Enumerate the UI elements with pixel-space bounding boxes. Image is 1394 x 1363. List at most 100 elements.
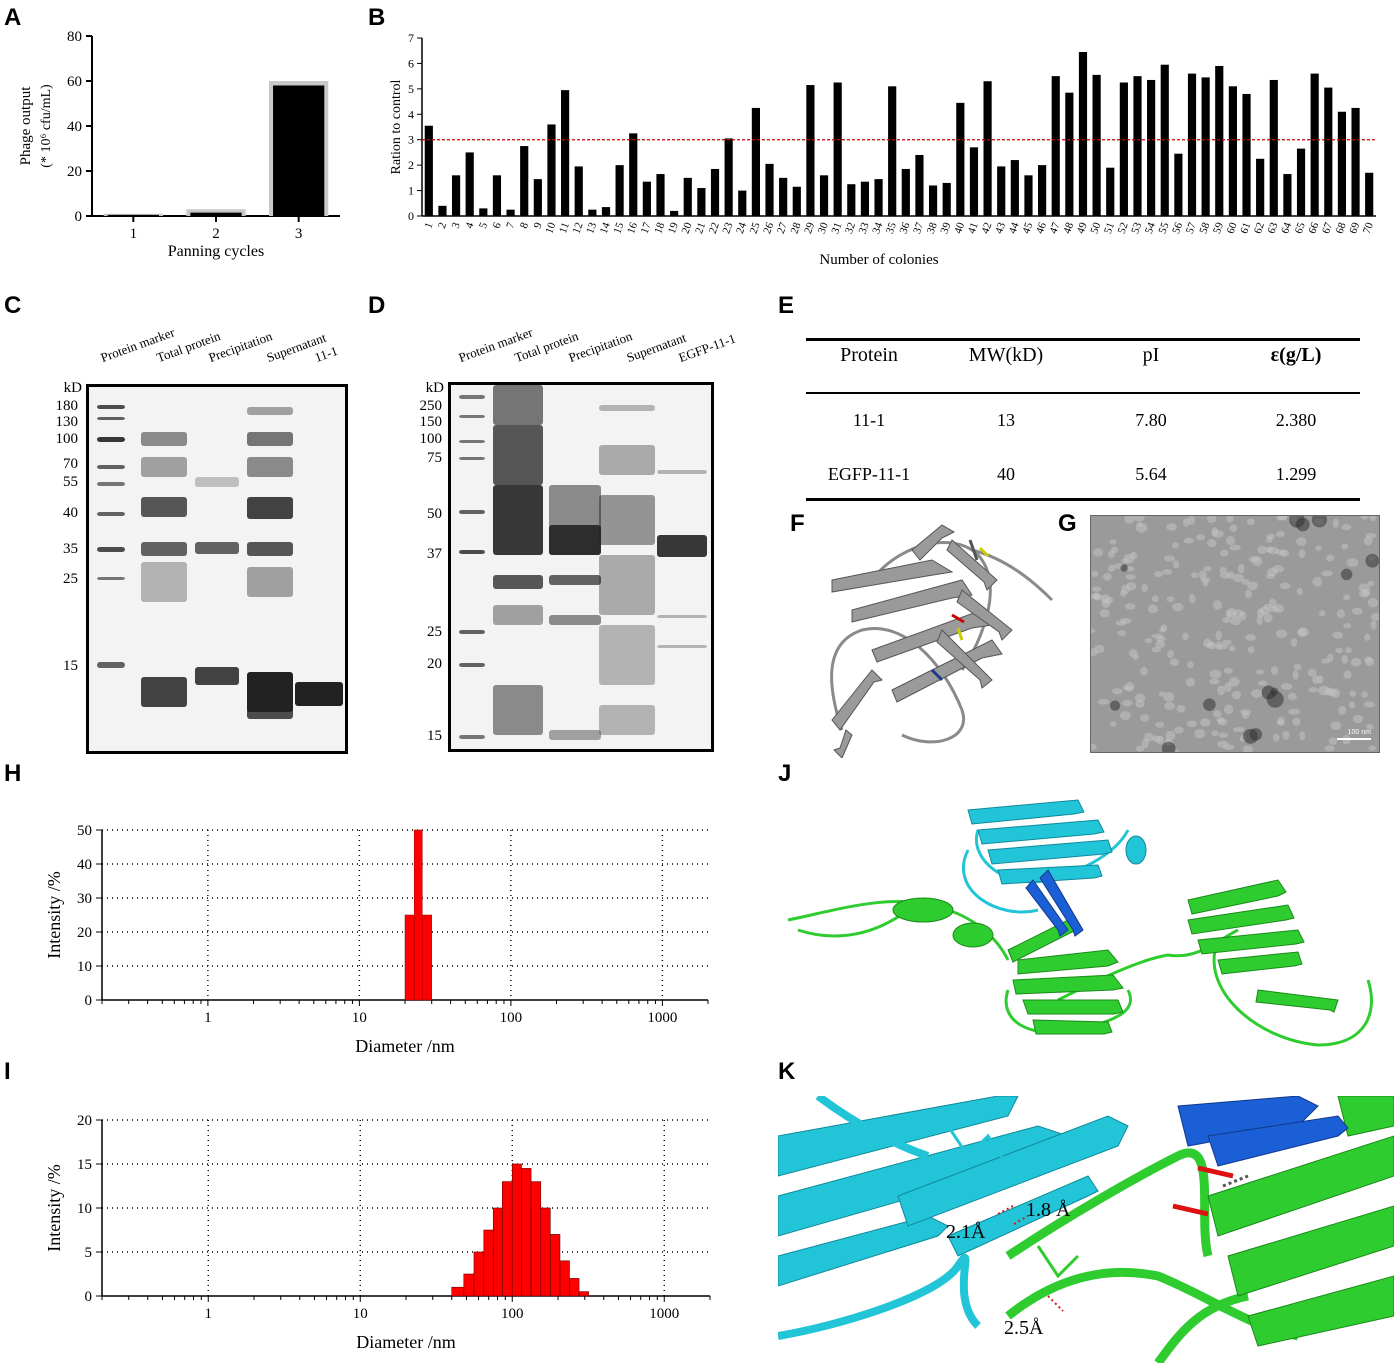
bar <box>710 168 720 216</box>
gel-band <box>97 437 125 442</box>
em-particle <box>1364 633 1371 641</box>
em-particle <box>1223 704 1234 715</box>
em-particle <box>1126 581 1137 591</box>
bar <box>1160 64 1169 216</box>
x-tick-label: 20 <box>680 220 695 235</box>
x-tick-label: 7 <box>504 220 517 230</box>
em-particle <box>1176 705 1186 713</box>
em-dark-spot <box>1120 564 1128 572</box>
y-tick-label: 20 <box>67 164 82 180</box>
x-tick-label: 3 <box>450 220 463 230</box>
bar <box>860 181 870 216</box>
y-tick-label: 10 <box>77 1201 92 1217</box>
bar <box>273 85 325 216</box>
em-particle <box>1091 586 1102 592</box>
bar <box>642 181 651 216</box>
gel-band <box>141 562 187 602</box>
table-cell: 7.80 <box>1135 410 1167 430</box>
x-tick-label: 67 <box>1320 220 1335 235</box>
bar <box>833 82 842 216</box>
em-particle <box>1267 606 1280 613</box>
em-particle <box>1292 670 1299 680</box>
em-particle <box>1132 654 1140 660</box>
bar <box>724 138 733 216</box>
y-tick-label: 2 <box>408 158 414 172</box>
y-tick-label: 20 <box>77 1113 92 1129</box>
bar <box>540 1207 551 1297</box>
em-dark-spot <box>1203 698 1216 711</box>
em-particle <box>1151 646 1162 653</box>
gel-band <box>599 555 655 615</box>
em-particle <box>1229 544 1241 551</box>
x-tick-label: 6 <box>491 220 504 230</box>
x-tick-label: 2 <box>212 226 220 242</box>
bar <box>1201 77 1210 217</box>
em-particle <box>1124 681 1135 692</box>
em-particle <box>1351 607 1363 615</box>
bar <box>888 86 897 216</box>
em-particle <box>1174 726 1184 734</box>
gel-c-marker-label: 40 <box>63 505 78 521</box>
em-particle <box>1229 524 1238 533</box>
em-particle <box>1200 718 1211 727</box>
em-particle <box>1232 573 1245 583</box>
em-particle <box>1147 604 1159 614</box>
gel-band <box>549 615 601 625</box>
x-tick-label: 19 <box>666 220 681 235</box>
em-particle <box>1203 638 1212 648</box>
bar <box>463 1273 475 1297</box>
gel-c-marker-label: 70 <box>63 456 78 472</box>
em-particle <box>1140 714 1150 722</box>
em-particle <box>1330 721 1342 731</box>
x-tick-label: 38 <box>925 220 940 235</box>
em-particle <box>1141 583 1148 592</box>
table-cell: 2.380 <box>1275 410 1317 430</box>
bar <box>451 175 461 216</box>
bar <box>561 90 570 216</box>
em-particle <box>1338 705 1347 715</box>
table-cell: 5.64 <box>1135 464 1167 484</box>
gel-band <box>657 615 707 618</box>
x-tick-label: 68 <box>1334 220 1349 235</box>
bar <box>656 174 665 216</box>
x-tick-label: 48 <box>1061 220 1076 235</box>
y-tick-label: 7 <box>408 31 414 45</box>
em-particle <box>1203 566 1212 572</box>
em-particle <box>1348 701 1356 709</box>
em-particle <box>1194 728 1206 739</box>
em-particle <box>1245 634 1256 642</box>
bar <box>422 914 432 1001</box>
gel-band <box>459 663 485 667</box>
em-particle <box>1166 596 1175 603</box>
panel-label-f: F <box>790 510 805 537</box>
y-tick-label: 4 <box>408 107 414 121</box>
bar <box>451 1286 465 1297</box>
x-tick-label: 9 <box>532 220 545 230</box>
table-header-pi: pI <box>1142 344 1160 366</box>
bar <box>915 154 924 216</box>
gel-band <box>459 630 485 634</box>
table-cell: 40 <box>997 464 1015 484</box>
em-particle <box>1275 629 1288 638</box>
bar <box>874 179 883 216</box>
em-particle <box>1368 745 1377 751</box>
em-particle <box>1246 518 1255 526</box>
bar <box>473 1251 485 1297</box>
em-particle <box>1247 581 1259 591</box>
em-particle <box>1212 600 1223 610</box>
em-particle <box>1326 554 1335 562</box>
bar <box>969 147 979 216</box>
x-tick-label: 33 <box>857 220 872 235</box>
em-particle <box>1109 539 1117 545</box>
panel-label-g: G <box>1058 510 1077 537</box>
x-tick-label: 53 <box>1129 220 1144 235</box>
bar <box>1351 107 1360 216</box>
scale-bar-label: 100 nm <box>1347 729 1371 736</box>
bar <box>1038 165 1047 216</box>
em-particle <box>1318 685 1330 696</box>
em-particle <box>1266 536 1273 543</box>
em-particle <box>1296 537 1307 547</box>
em-particle <box>1227 607 1237 618</box>
gel-band <box>195 477 239 487</box>
bar <box>569 1278 580 1297</box>
